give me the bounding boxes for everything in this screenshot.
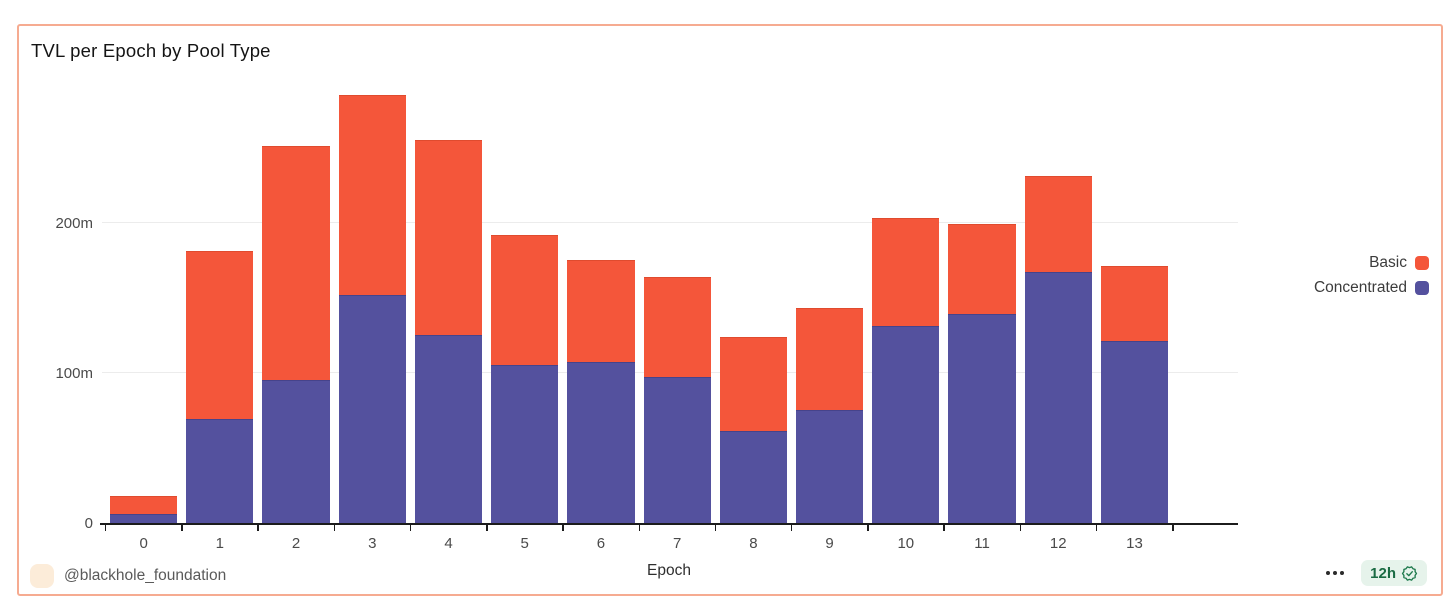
bar-epoch-11-basic-segment bbox=[948, 224, 1016, 315]
bar-epoch-9-concentrated-segment bbox=[795, 410, 864, 523]
legend-swatch-icon bbox=[1415, 281, 1429, 295]
bar-epoch-11 bbox=[948, 85, 1022, 531]
bar-epoch-9 bbox=[795, 85, 869, 531]
x-axis-tick bbox=[790, 525, 793, 531]
bar-epoch-7-basic-segment bbox=[643, 276, 711, 378]
bar-epoch-7 bbox=[643, 85, 717, 531]
y-tick-label: 200m bbox=[55, 214, 93, 232]
bar-epoch-6 bbox=[567, 85, 641, 531]
x-axis-tick bbox=[943, 525, 945, 531]
x-axis-tick bbox=[409, 525, 412, 531]
bar-epoch-3-basic-segment bbox=[338, 95, 406, 295]
bars-row bbox=[104, 85, 1174, 531]
bar-epoch-7-concentrated-segment bbox=[643, 377, 711, 523]
x-tick-label: 9 bbox=[825, 535, 834, 552]
x-tick-label: 12 bbox=[1049, 535, 1067, 552]
bar-epoch-8-concentrated-segment bbox=[719, 431, 787, 523]
x-axis-tick bbox=[1019, 525, 1022, 531]
x-axis-tick bbox=[714, 525, 717, 531]
timeframe-badge-label: 12h bbox=[1370, 564, 1396, 582]
x-tick-label: 6 bbox=[596, 535, 606, 552]
bar-epoch-2-basic-segment bbox=[262, 146, 330, 381]
x-tick-label: 3 bbox=[368, 535, 377, 552]
bar-epoch-2-concentrated-segment bbox=[262, 380, 330, 523]
bar-epoch-12 bbox=[1024, 85, 1098, 531]
bar-epoch-0 bbox=[104, 85, 183, 531]
attribution-handle: @blackhole_foundation bbox=[64, 567, 227, 584]
bar-epoch-4-concentrated-segment bbox=[414, 335, 483, 523]
bar-epoch-9-basic-segment bbox=[795, 308, 864, 411]
bar-epoch-10-basic-segment bbox=[872, 218, 940, 327]
bar-epoch-6-concentrated-segment bbox=[567, 362, 635, 523]
legend-swatch-icon bbox=[1415, 256, 1429, 270]
bar-epoch-2 bbox=[262, 85, 336, 531]
bar-epoch-8 bbox=[719, 85, 793, 531]
avatar bbox=[30, 564, 54, 588]
chart-title: TVL per Epoch by Pool Type bbox=[31, 40, 271, 61]
timeframe-badge[interactable]: 12h bbox=[1361, 560, 1427, 586]
bar-epoch-1-basic-segment bbox=[186, 251, 254, 420]
verified-seal-icon bbox=[1401, 565, 1418, 581]
x-tick-label: 10 bbox=[897, 535, 915, 552]
bar-epoch-10-concentrated-segment bbox=[872, 326, 940, 523]
y-tick-label: 100m bbox=[55, 364, 93, 382]
attribution[interactable]: @blackhole_foundation bbox=[30, 564, 226, 588]
legend-label: Basic bbox=[1369, 254, 1407, 271]
bar-epoch-0-basic-segment bbox=[110, 495, 178, 514]
x-axis-tick bbox=[1095, 525, 1098, 531]
bar-epoch-8-basic-segment bbox=[719, 336, 787, 432]
bar-epoch-5-basic-segment bbox=[491, 234, 559, 366]
footer-controls: 12h bbox=[1324, 560, 1427, 586]
legend-item-basic[interactable]: Basic bbox=[1369, 254, 1429, 272]
ellipsis-menu-icon[interactable] bbox=[1324, 567, 1346, 579]
bar-epoch-0-concentrated-segment bbox=[110, 514, 178, 523]
x-tick-label: 7 bbox=[672, 535, 682, 552]
plot-area bbox=[100, 85, 1238, 531]
x-axis-tick bbox=[486, 525, 488, 531]
legend-label: Concentrated bbox=[1313, 279, 1407, 296]
bar-epoch-13-concentrated-segment bbox=[1100, 341, 1169, 523]
x-axis-tick bbox=[333, 525, 336, 531]
x-tick-label: 4 bbox=[444, 535, 453, 552]
bar-epoch-4-basic-segment bbox=[414, 140, 483, 336]
x-tick-label: 2 bbox=[291, 535, 301, 552]
bar-epoch-10 bbox=[872, 85, 945, 531]
x-axis-tick bbox=[867, 525, 869, 531]
y-tick-label: 0 bbox=[84, 515, 93, 532]
bar-epoch-3-concentrated-segment bbox=[338, 294, 406, 523]
x-tick-label: 8 bbox=[749, 535, 758, 552]
x-axis-tick bbox=[257, 525, 259, 531]
y-axis: 0 100m 200m bbox=[19, 85, 93, 532]
x-axis-tick bbox=[181, 525, 183, 531]
bar-epoch-12-basic-segment bbox=[1024, 176, 1092, 273]
x-tick-label: 5 bbox=[520, 535, 529, 552]
gridline bbox=[102, 221, 1238, 223]
x-tick-label: 11 bbox=[974, 535, 990, 552]
bar-epoch-4 bbox=[414, 85, 488, 531]
x-axis-tick bbox=[562, 525, 564, 531]
x-axis-tick bbox=[104, 525, 106, 531]
bar-epoch-13-basic-segment bbox=[1100, 266, 1169, 342]
legend: Basic Concentrated bbox=[1314, 254, 1429, 297]
bar-epoch-6-basic-segment bbox=[567, 260, 635, 363]
bar-epoch-11-concentrated-segment bbox=[948, 314, 1016, 523]
bar-epoch-13 bbox=[1100, 85, 1174, 531]
bar-epoch-1-concentrated-segment bbox=[186, 419, 254, 523]
bar-epoch-5-concentrated-segment bbox=[491, 365, 559, 523]
x-axis-tick bbox=[638, 525, 641, 531]
x-axis-tick-labels: 0 1 2 3 4 5 6 7 8 9 10 11 12 13 bbox=[110, 535, 1168, 552]
bar-epoch-3 bbox=[338, 85, 412, 531]
x-axis-tick bbox=[1172, 525, 1174, 531]
bar-epoch-12-concentrated-segment bbox=[1024, 272, 1092, 523]
x-tick-label: 0 bbox=[139, 535, 148, 552]
legend-item-concentrated[interactable]: Concentrated bbox=[1314, 279, 1429, 297]
x-tick-label: 13 bbox=[1126, 535, 1143, 552]
bar-epoch-5 bbox=[491, 85, 564, 531]
x-tick-label: 1 bbox=[215, 535, 224, 552]
bar-epoch-1 bbox=[186, 85, 259, 531]
x-axis-title: Epoch bbox=[647, 562, 691, 579]
